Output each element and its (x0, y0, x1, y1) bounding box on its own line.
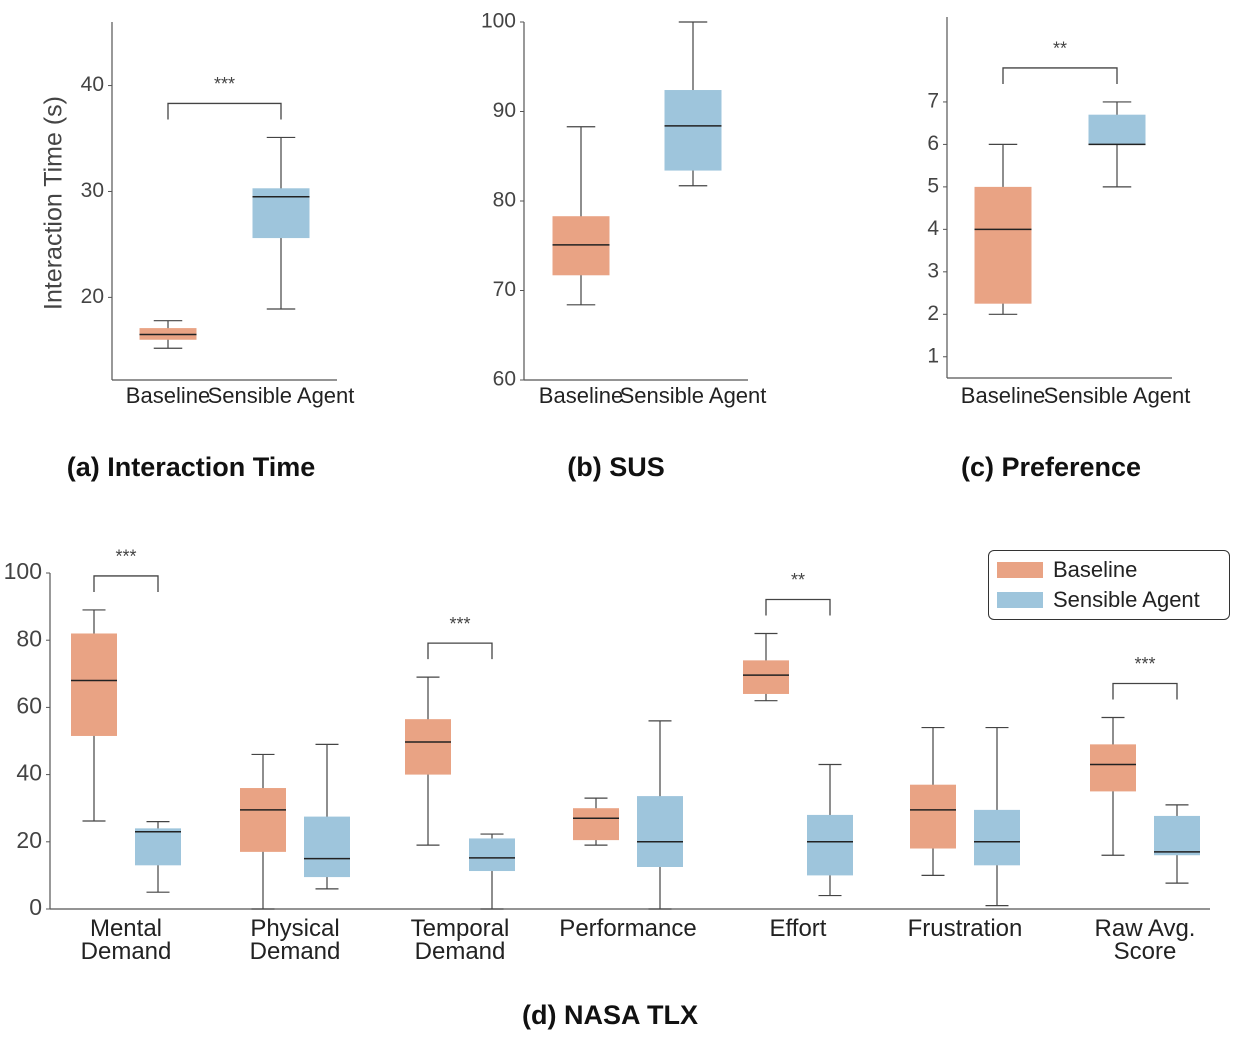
y-tick-label: 90 (493, 99, 516, 122)
x-tick-label: Frustration (907, 915, 1023, 942)
y-tick-label: 1 (927, 344, 939, 367)
y-tick-label: 30 (81, 179, 104, 202)
box (304, 816, 350, 878)
y-tick-label: 6 (927, 132, 939, 155)
significance-bracket (167, 102, 282, 120)
x-tick-label: Baseline (538, 383, 624, 408)
y-tick-label: 5 (927, 174, 939, 197)
chart-title: (c) Preference (960, 452, 1142, 482)
box (743, 660, 789, 694)
y-tick-label: 80 (493, 189, 516, 212)
x-tick-label: Physical Demand (249, 915, 341, 965)
x-tick-label: Raw Avg. Score (1094, 915, 1196, 965)
significance-label: ** (791, 570, 805, 590)
x-tick-label: Performance (559, 915, 697, 942)
y-tick-label: 3 (927, 259, 939, 282)
significance-bracket (93, 575, 159, 592)
box (807, 814, 853, 876)
x-tick-label: Temporal Demand (410, 915, 510, 965)
legend-swatch (997, 592, 1043, 608)
box (252, 188, 310, 239)
box (1090, 744, 1136, 792)
legend-swatch (997, 562, 1043, 578)
y-axis-label: Interaction Time (s) (40, 96, 68, 310)
y-tick-label: 40 (16, 760, 42, 786)
legend-label: Baseline (1053, 557, 1138, 582)
legend-entry: Sensible Agent (997, 587, 1200, 613)
y-tick-label: 70 (493, 278, 516, 301)
x-tick-label: Sensible Agent (207, 383, 355, 408)
y-tick-label: 7 (927, 89, 939, 112)
y-tick-label: 20 (81, 285, 104, 308)
y-tick-label: 2 (927, 302, 939, 325)
significance-label: ** (1053, 39, 1067, 59)
y-tick-label: 20 (16, 827, 42, 853)
box (552, 216, 610, 276)
x-tick-label: Baseline (125, 383, 211, 408)
legend: Baseline Sensible Agent (988, 550, 1230, 620)
significance-label: *** (1134, 654, 1155, 674)
box (974, 186, 1032, 304)
box (573, 808, 619, 841)
legend-label: Sensible Agent (1053, 587, 1200, 612)
box (405, 719, 451, 775)
significance-bracket (765, 598, 831, 616)
y-tick-label: 0 (29, 894, 42, 920)
box (637, 796, 683, 867)
significance-label: *** (214, 74, 235, 94)
box (135, 828, 181, 866)
y-tick-label: 40 (81, 73, 104, 96)
significance-bracket (1002, 67, 1118, 84)
y-tick-label: 60 (16, 692, 42, 718)
y-tick-label: 4 (927, 217, 939, 240)
significance-label: *** (115, 547, 136, 567)
box (469, 838, 515, 872)
box (71, 633, 117, 736)
legend-entry: Baseline (997, 557, 1137, 583)
y-tick-label: 60 (493, 368, 516, 391)
x-tick-label: Mental Demand (80, 915, 172, 965)
chart-title: (d) NASA TLX (522, 1000, 698, 1030)
box (1154, 815, 1200, 856)
box (1088, 114, 1146, 145)
significance-label: *** (449, 614, 470, 634)
x-tick-label: Sensible Agent (1043, 383, 1191, 408)
x-tick-label: Sensible Agent (619, 383, 767, 408)
x-tick-label: Effort (769, 915, 827, 942)
box (910, 784, 956, 849)
y-tick-label: 100 (481, 10, 516, 33)
chart-title: (b) SUS (567, 452, 665, 482)
chart-title: (a) Interaction Time (66, 452, 316, 482)
box (664, 90, 722, 171)
y-tick-label: 100 (4, 558, 42, 584)
significance-bracket (1112, 682, 1178, 700)
x-tick-label: Baseline (960, 383, 1046, 408)
box (240, 788, 286, 852)
box (974, 809, 1020, 866)
y-tick-label: 80 (16, 625, 42, 651)
significance-bracket (427, 642, 493, 660)
